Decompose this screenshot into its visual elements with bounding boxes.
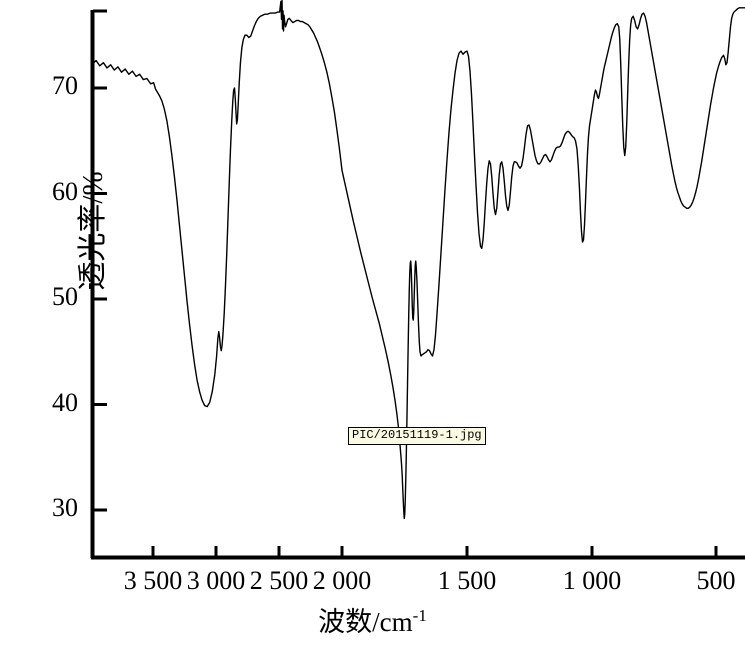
y-tick-label-40: 40 — [52, 387, 78, 417]
x-tick-label-3000: 3 000 — [186, 566, 246, 595]
axis-lines — [90, 10, 745, 560]
y-tick-label-60: 60 — [52, 176, 78, 206]
x-tick-label-1000: 1 000 — [562, 566, 622, 595]
x-axis-title-main: 波数/cm — [318, 607, 413, 637]
y-tick-label-30: 30 — [52, 493, 78, 522]
y-tick-label-70: 70 — [52, 71, 78, 100]
x-tick-label-2000: 2 000 — [312, 566, 372, 595]
x-tick-label-2500: 2 500 — [249, 566, 309, 595]
x-axis-title: 波数/cm-1 — [0, 600, 745, 639]
x-tick-label-1500: 1 500 — [437, 566, 497, 595]
x-axis-title-superscript: -1 — [412, 606, 427, 625]
y-tick-marks — [93, 9, 107, 512]
x-tick-marks — [151, 546, 718, 557]
watermark-label: PIC/20151119-1.jpg — [348, 427, 486, 445]
y-tick-label-50: 50 — [52, 282, 78, 311]
x-tick-label-500: 500 — [696, 566, 736, 595]
spectrum-curve — [91, 0, 745, 520]
x-tick-label-3500: 3 500 — [123, 566, 183, 595]
